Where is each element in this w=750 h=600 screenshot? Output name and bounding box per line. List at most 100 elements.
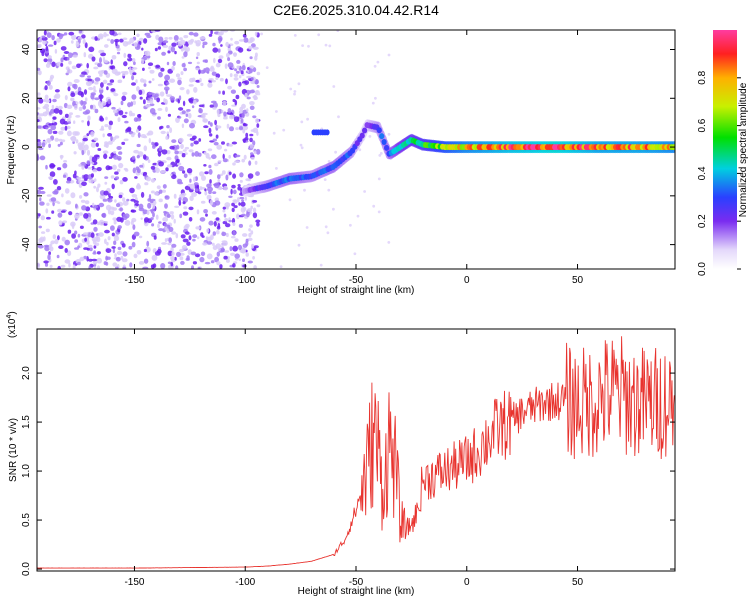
noise-cell bbox=[191, 265, 194, 269]
noise-cell bbox=[226, 205, 229, 209]
noise-cell bbox=[106, 82, 113, 86]
noise-cell bbox=[323, 178, 327, 182]
noise-cell bbox=[123, 138, 129, 142]
noise-cell bbox=[183, 51, 188, 58]
noise-cell bbox=[51, 210, 55, 214]
noise-cell bbox=[204, 261, 211, 265]
noise-cell bbox=[103, 70, 108, 75]
noise-cell bbox=[115, 40, 118, 47]
spectrogram-marks bbox=[37, 30, 675, 269]
noise-cell bbox=[252, 207, 257, 213]
noise-cell bbox=[184, 146, 190, 150]
noise-cell bbox=[214, 162, 219, 167]
noise-cell bbox=[190, 251, 197, 256]
noise-cell bbox=[144, 50, 151, 57]
noise-cell bbox=[203, 209, 209, 214]
noise-cell bbox=[44, 103, 50, 109]
noise-cell bbox=[216, 125, 222, 129]
noise-cell bbox=[196, 61, 200, 65]
colorbar-label: Normalized spectral amplitude bbox=[738, 82, 749, 217]
noise-cell bbox=[212, 107, 217, 110]
noise-cell bbox=[192, 99, 197, 105]
noise-cell bbox=[240, 201, 246, 207]
noise-cell bbox=[116, 51, 121, 55]
noise-cell bbox=[148, 137, 151, 144]
noise-cell bbox=[155, 34, 160, 40]
noise-cell bbox=[136, 250, 142, 255]
noise-cell bbox=[57, 105, 63, 110]
noise-cell bbox=[254, 160, 258, 165]
noise-cell bbox=[154, 142, 159, 147]
noise-cell bbox=[143, 38, 148, 44]
noise-cell bbox=[94, 77, 101, 82]
noise-cell bbox=[67, 86, 71, 92]
noise-cell bbox=[160, 130, 166, 135]
noise-cell bbox=[186, 89, 190, 95]
y-tick-label: 20 bbox=[21, 92, 32, 104]
noise-cell bbox=[300, 120, 304, 124]
noise-cell bbox=[240, 118, 244, 124]
x-tick-label: 0 bbox=[464, 275, 470, 286]
noise-cell bbox=[90, 173, 94, 178]
noise-cell bbox=[252, 212, 258, 219]
noise-cell bbox=[184, 185, 191, 191]
noise-cell bbox=[174, 256, 177, 261]
noise-cell bbox=[303, 188, 306, 192]
noise-cell bbox=[236, 65, 240, 69]
noise-cell bbox=[349, 223, 352, 227]
noise-cell bbox=[93, 266, 97, 269]
noise-cell bbox=[216, 261, 221, 266]
noise-cell bbox=[62, 162, 68, 169]
ridge-cell bbox=[384, 144, 390, 151]
noise-cell bbox=[305, 226, 309, 229]
noise-cell bbox=[118, 110, 124, 116]
noise-cell bbox=[250, 230, 254, 235]
svg-text:(x104): (x104) bbox=[6, 311, 18, 338]
noise-cell bbox=[88, 87, 94, 91]
noise-cell bbox=[56, 38, 61, 43]
noise-cell bbox=[100, 101, 107, 106]
noise-cell bbox=[60, 264, 66, 268]
noise-cell bbox=[151, 78, 155, 81]
noise-cell bbox=[227, 57, 231, 62]
noise-cell bbox=[130, 209, 135, 213]
noise-cell bbox=[166, 156, 172, 161]
noise-cell bbox=[154, 47, 158, 52]
noise-cell bbox=[191, 192, 198, 197]
noise-cell bbox=[158, 36, 164, 43]
noise-cell bbox=[161, 51, 167, 56]
noise-cell bbox=[107, 98, 111, 105]
noise-cell bbox=[233, 205, 238, 209]
noise-cell bbox=[104, 229, 110, 234]
noise-cell bbox=[38, 186, 44, 190]
noise-cell bbox=[293, 34, 297, 37]
noise-cell bbox=[236, 213, 240, 220]
noise-cell bbox=[233, 116, 240, 123]
x-tick-label: 0 bbox=[464, 577, 470, 588]
noise-cell bbox=[51, 104, 55, 110]
noise-cell bbox=[167, 113, 171, 117]
noise-cell bbox=[151, 254, 158, 261]
noise-cell bbox=[136, 168, 141, 174]
noise-cell bbox=[68, 52, 73, 58]
noise-cell bbox=[148, 66, 151, 70]
noise-cell bbox=[90, 142, 97, 148]
noise-cell bbox=[131, 82, 136, 86]
noise-cell bbox=[181, 123, 185, 129]
noise-cell bbox=[236, 59, 241, 64]
noise-cell bbox=[99, 57, 102, 64]
noise-cell bbox=[247, 40, 252, 44]
noise-cell bbox=[226, 232, 229, 238]
noise-cell bbox=[114, 199, 117, 203]
noise-cell bbox=[129, 187, 135, 194]
noise-cell bbox=[70, 92, 76, 97]
noise-cell bbox=[167, 164, 173, 168]
noise-cell bbox=[225, 41, 229, 47]
noise-cell bbox=[147, 202, 152, 209]
noise-cell bbox=[241, 65, 246, 71]
noise-cell bbox=[87, 166, 92, 170]
noise-cell bbox=[227, 85, 233, 90]
noise-cell bbox=[38, 113, 45, 117]
noise-cell bbox=[241, 103, 246, 109]
noise-cell bbox=[61, 139, 66, 143]
